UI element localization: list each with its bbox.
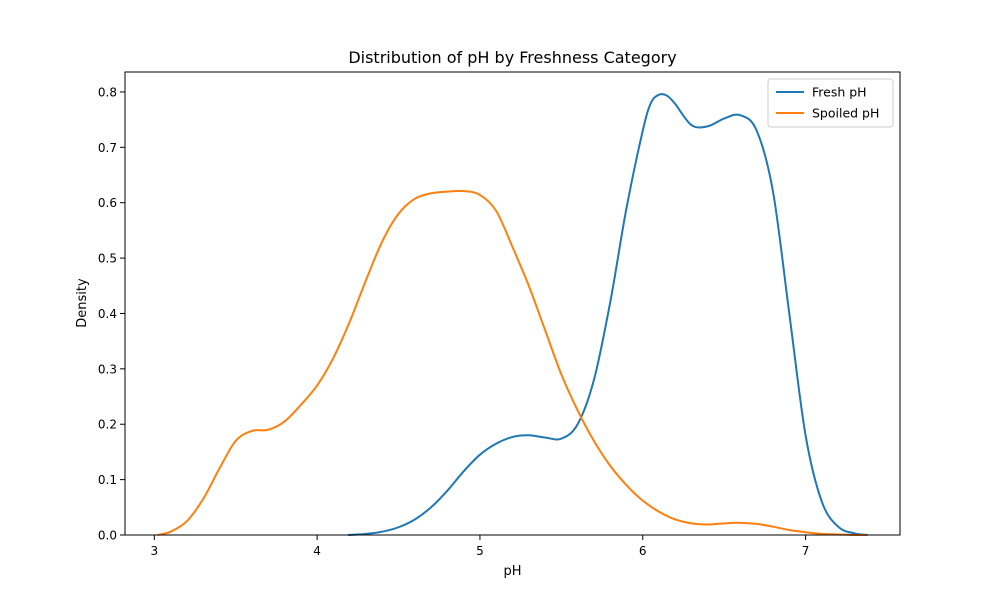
axes-frame	[124, 71, 901, 536]
y-tick-label: 0.2	[98, 418, 117, 432]
chart-title: Distribution of pH by Freshness Category	[348, 48, 676, 67]
x-tick-label: 3	[150, 544, 158, 558]
legend-label: Fresh pH	[812, 85, 867, 100]
y-axis: 0.0 0.1 0.2 0.3 0.4 0.5 0.6 0.7 0.8	[98, 85, 125, 543]
x-axis-label: pH	[503, 564, 521, 579]
y-tick-label: 0.0	[98, 529, 117, 543]
y-tick-label: 0.1	[98, 473, 117, 487]
y-axis-label: Density	[75, 278, 90, 328]
x-tick-label: 5	[476, 544, 484, 558]
x-tick-label: 6	[639, 544, 647, 558]
y-tick-label: 0.8	[98, 85, 117, 99]
x-tick-label: 7	[802, 544, 810, 558]
x-axis: 3 4 5 6 7	[150, 535, 809, 558]
plot-area	[124, 71, 901, 537]
series-line-spoiled	[157, 189, 866, 537]
y-tick-label: 0.7	[98, 141, 117, 155]
plot-background	[125, 72, 900, 535]
series-line-fresh	[347, 93, 868, 536]
y-tick-label: 0.4	[98, 307, 117, 321]
y-tick-label: 0.6	[98, 196, 117, 210]
y-tick-label: 0.5	[98, 252, 117, 266]
x-tick-label: 4	[313, 544, 321, 558]
legend: Fresh pH Spoiled pH	[767, 78, 894, 128]
legend-label: Spoiled pH	[812, 106, 879, 121]
y-tick-label: 0.3	[98, 362, 117, 376]
